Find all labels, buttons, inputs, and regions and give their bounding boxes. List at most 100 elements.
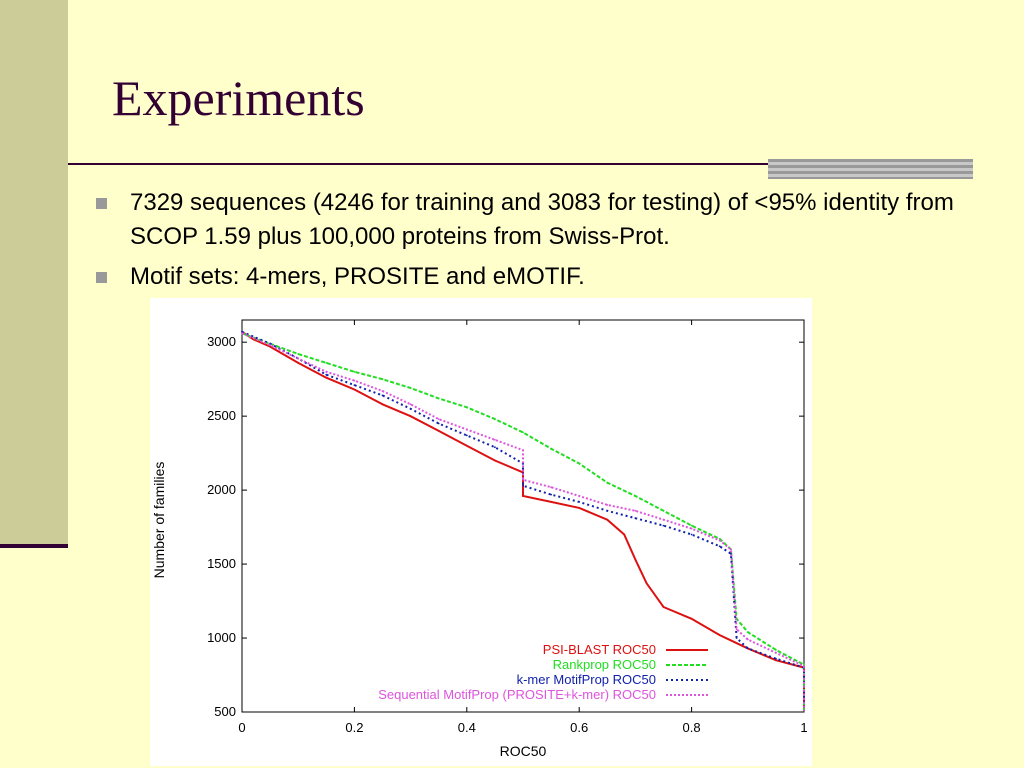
- series-point-3: [746, 638, 749, 641]
- series-point-2: [690, 533, 693, 536]
- series-line-2: [241, 330, 805, 711]
- roc50-chart: 0 0.2 0.4 0.6 0.8 1 500 1000 1500 2000 2500 3000 ROC…: [150, 298, 812, 766]
- series-point-2: [241, 330, 243, 333]
- series-point-0: [325, 376, 328, 379]
- series-point-3: [437, 418, 440, 420]
- series-point-3: [241, 332, 243, 335]
- series-point-1: [550, 447, 552, 450]
- x-tick-label: 0.8: [683, 720, 701, 735]
- series-point-3: [550, 486, 552, 489]
- series-point-2: [353, 384, 356, 386]
- series-point-0: [645, 582, 648, 585]
- series-point-1: [522, 431, 524, 434]
- series-point-3: [775, 651, 777, 654]
- series-point-0: [662, 606, 665, 608]
- series-line-3: [241, 332, 805, 711]
- series-point-2: [494, 446, 496, 449]
- series-point-2: [775, 657, 777, 660]
- title-rule: [68, 163, 768, 165]
- series-point-2: [325, 373, 328, 376]
- series-line-1: [241, 332, 805, 711]
- series-point-3: [297, 357, 300, 360]
- series-point-2: [409, 407, 412, 410]
- bullet-item: 7329 sequences (4246 for training and 30…: [96, 186, 976, 254]
- series-point-0: [297, 362, 300, 364]
- series-point-0: [522, 495, 524, 497]
- left-band-rule: [0, 544, 68, 548]
- series-point-2: [578, 501, 581, 503]
- series-point-3: [634, 509, 637, 512]
- series-point-3: [465, 428, 468, 431]
- series-point-2: [730, 552, 732, 555]
- y-tick-label: 500: [214, 704, 236, 719]
- series-point-0: [634, 558, 637, 561]
- series-point-0: [409, 415, 412, 418]
- chart-svg: 0 0.2 0.4 0.6 0.8 150010001500200025003000ROC…: [151, 319, 808, 759]
- x-tick-label: 0.2: [345, 720, 363, 735]
- series-point-3: [578, 495, 581, 497]
- series-point-3: [522, 449, 524, 452]
- title-rule-accent: [768, 159, 973, 179]
- series-point-0: [353, 388, 356, 391]
- series-point-3: [662, 518, 665, 521]
- legend-label: Sequential MotifProp (PROSITE+k-mer) ROC…: [378, 687, 656, 702]
- series-point-0: [465, 444, 468, 447]
- series-point-1: [465, 406, 468, 409]
- series-point-1: [381, 378, 384, 381]
- x-tick-label: 1: [800, 720, 807, 735]
- plot-frame: [241, 319, 805, 713]
- series-point-0: [690, 617, 693, 620]
- bullet-text: 7329 sequences (4246 for training and 30…: [130, 189, 954, 250]
- y-axis-label: Number of families: [151, 462, 167, 579]
- series-point-3: [522, 478, 524, 481]
- series-point-2: [550, 493, 552, 496]
- x-tick-label: 0.6: [570, 720, 588, 735]
- series-point-1: [353, 370, 356, 373]
- series-point-1: [775, 649, 777, 651]
- series-point-0: [578, 507, 581, 509]
- series-point-1: [494, 418, 496, 420]
- series-point-3: [730, 548, 732, 551]
- series-point-2: [662, 524, 665, 527]
- series-point-2: [606, 509, 609, 512]
- series-point-1: [409, 387, 412, 389]
- series-point-0: [606, 518, 609, 521]
- legend-label: Rankprop ROC50: [553, 657, 656, 672]
- square-bullet-icon: [96, 198, 107, 209]
- x-tick-label: 0: [238, 720, 245, 735]
- series-line-0: [241, 330, 805, 711]
- legend-label: k-mer MotifProp ROC50: [517, 672, 656, 687]
- series-point-3: [606, 504, 609, 506]
- series-point-0: [623, 533, 626, 536]
- series-point-3: [353, 379, 356, 382]
- series-point-1: [634, 495, 637, 497]
- series-point-0: [269, 345, 271, 348]
- series-point-0: [775, 659, 777, 662]
- series-point-1: [718, 538, 721, 540]
- series-point-0: [550, 501, 552, 503]
- series-point-1: [690, 524, 693, 527]
- series-point-2: [522, 484, 524, 487]
- series-point-3: [690, 527, 693, 530]
- y-tick-label: 1500: [207, 556, 236, 571]
- series-point-1: [437, 397, 440, 400]
- series-point-1: [606, 481, 609, 484]
- series-point-2: [718, 545, 721, 548]
- series-point-3: [494, 438, 496, 441]
- series-point-3: [718, 539, 721, 542]
- bullet-item: Motif sets: 4-mers, PROSITE and eMOTIF.: [96, 260, 976, 294]
- series-point-0: [718, 634, 721, 636]
- y-tick-label: 3000: [207, 334, 236, 349]
- series-point-2: [381, 394, 384, 397]
- series-point-3: [735, 628, 738, 631]
- y-tick-label: 2000: [207, 482, 236, 497]
- series-point-1: [297, 353, 300, 355]
- series-point-1: [325, 362, 328, 364]
- series-point-2: [746, 647, 749, 650]
- series-point-0: [494, 459, 496, 462]
- series-point-3: [269, 344, 271, 346]
- series-point-1: [578, 462, 581, 465]
- square-bullet-icon: [96, 272, 107, 283]
- series-point-0: [437, 430, 440, 432]
- series-point-3: [409, 403, 412, 406]
